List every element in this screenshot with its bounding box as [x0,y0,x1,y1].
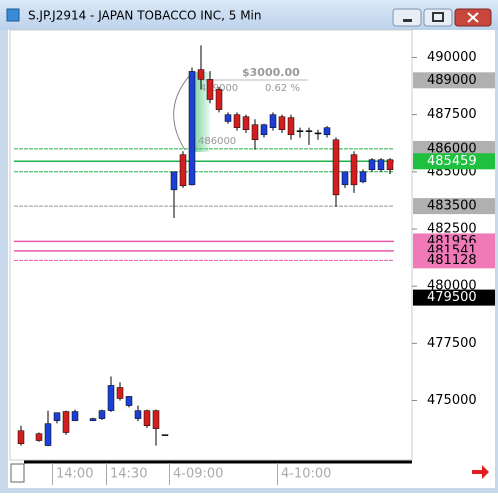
candle-body [116,387,124,399]
price-label: 485459 [427,154,477,169]
candle-body [350,154,358,186]
scroll-thumb[interactable] [10,463,25,483]
candle-body [287,117,295,136]
candle-body [251,124,259,141]
candle-body [323,127,331,136]
candle-body [206,79,214,100]
ruler-amount: $3000.00 [242,66,300,79]
candle-body [134,410,142,419]
candle-body [98,410,106,419]
candle-body [359,171,367,183]
price-label-bg [413,140,495,157]
ruler-percent: 0.62 % [265,83,300,94]
candle-body [341,171,349,186]
price-label: 479500 [427,290,477,305]
ruler-to: 486000 [198,136,236,147]
close-icon [467,12,479,23]
minimize-button[interactable] [392,8,422,27]
candle-body [17,430,25,445]
candle-body [278,116,286,130]
ruler-arc [173,74,191,151]
candle-body [242,116,250,130]
candle-body [89,418,97,421]
candle-body [296,130,304,132]
candle-body [62,411,70,433]
price-label-bg [413,153,495,170]
price-label-bg [413,289,495,306]
candle-body [386,159,394,171]
candle-body [179,154,187,187]
candle-body [305,130,313,132]
y-tick-label: 477500 [427,336,477,351]
x-tick-label: 4-10:00 [281,467,331,482]
x-tick-label: 14:30 [110,467,147,482]
price-label-bg [413,198,495,215]
candle-body [170,171,178,191]
candle-body [188,71,196,186]
price-label-bg [413,252,495,269]
candle-body [35,433,43,441]
candle-body [224,114,232,122]
price-label-bg [413,72,495,89]
window-title: S.JP.J2914 - JAPAN TOBACCO INC, 5 Min [28,9,261,23]
candle-body [314,132,322,135]
y-tick-label: 475000 [427,393,477,408]
candle-body [44,423,52,446]
candle-body [125,396,133,406]
maximize-icon [432,12,444,22]
candle-body [368,159,376,171]
minimize-icon [403,19,412,22]
window-buttons[interactable] [392,8,492,27]
plot-area [9,29,413,461]
x-tick-label: 14:00 [56,467,93,482]
candle-body [152,410,160,429]
candle-body [143,410,151,426]
x-tick-label: 4-09:00 [173,467,223,482]
price-label: 486000 [427,141,477,156]
price-label: 483500 [427,199,477,214]
price-label: 489000 [427,73,477,88]
window-icon [6,8,20,22]
candle-body [332,139,340,196]
y-tick-label: 487500 [427,107,477,122]
candle-body [269,114,277,128]
maximize-button[interactable] [423,8,453,27]
y-tick-label: 490000 [427,50,477,65]
candle-body [71,411,79,421]
scroll-right-arrow[interactable] [472,465,489,479]
candle-body [233,114,241,128]
candle-body [197,69,205,80]
candle-body [260,124,268,136]
candle-body [161,434,169,436]
price-label: 481128 [427,253,477,268]
ruler-zone [192,72,210,152]
candle-body [377,159,385,171]
candle-body [107,385,115,411]
candle-body [53,412,61,421]
y-tick-label: 482500 [427,221,477,236]
candle-body [215,89,223,110]
